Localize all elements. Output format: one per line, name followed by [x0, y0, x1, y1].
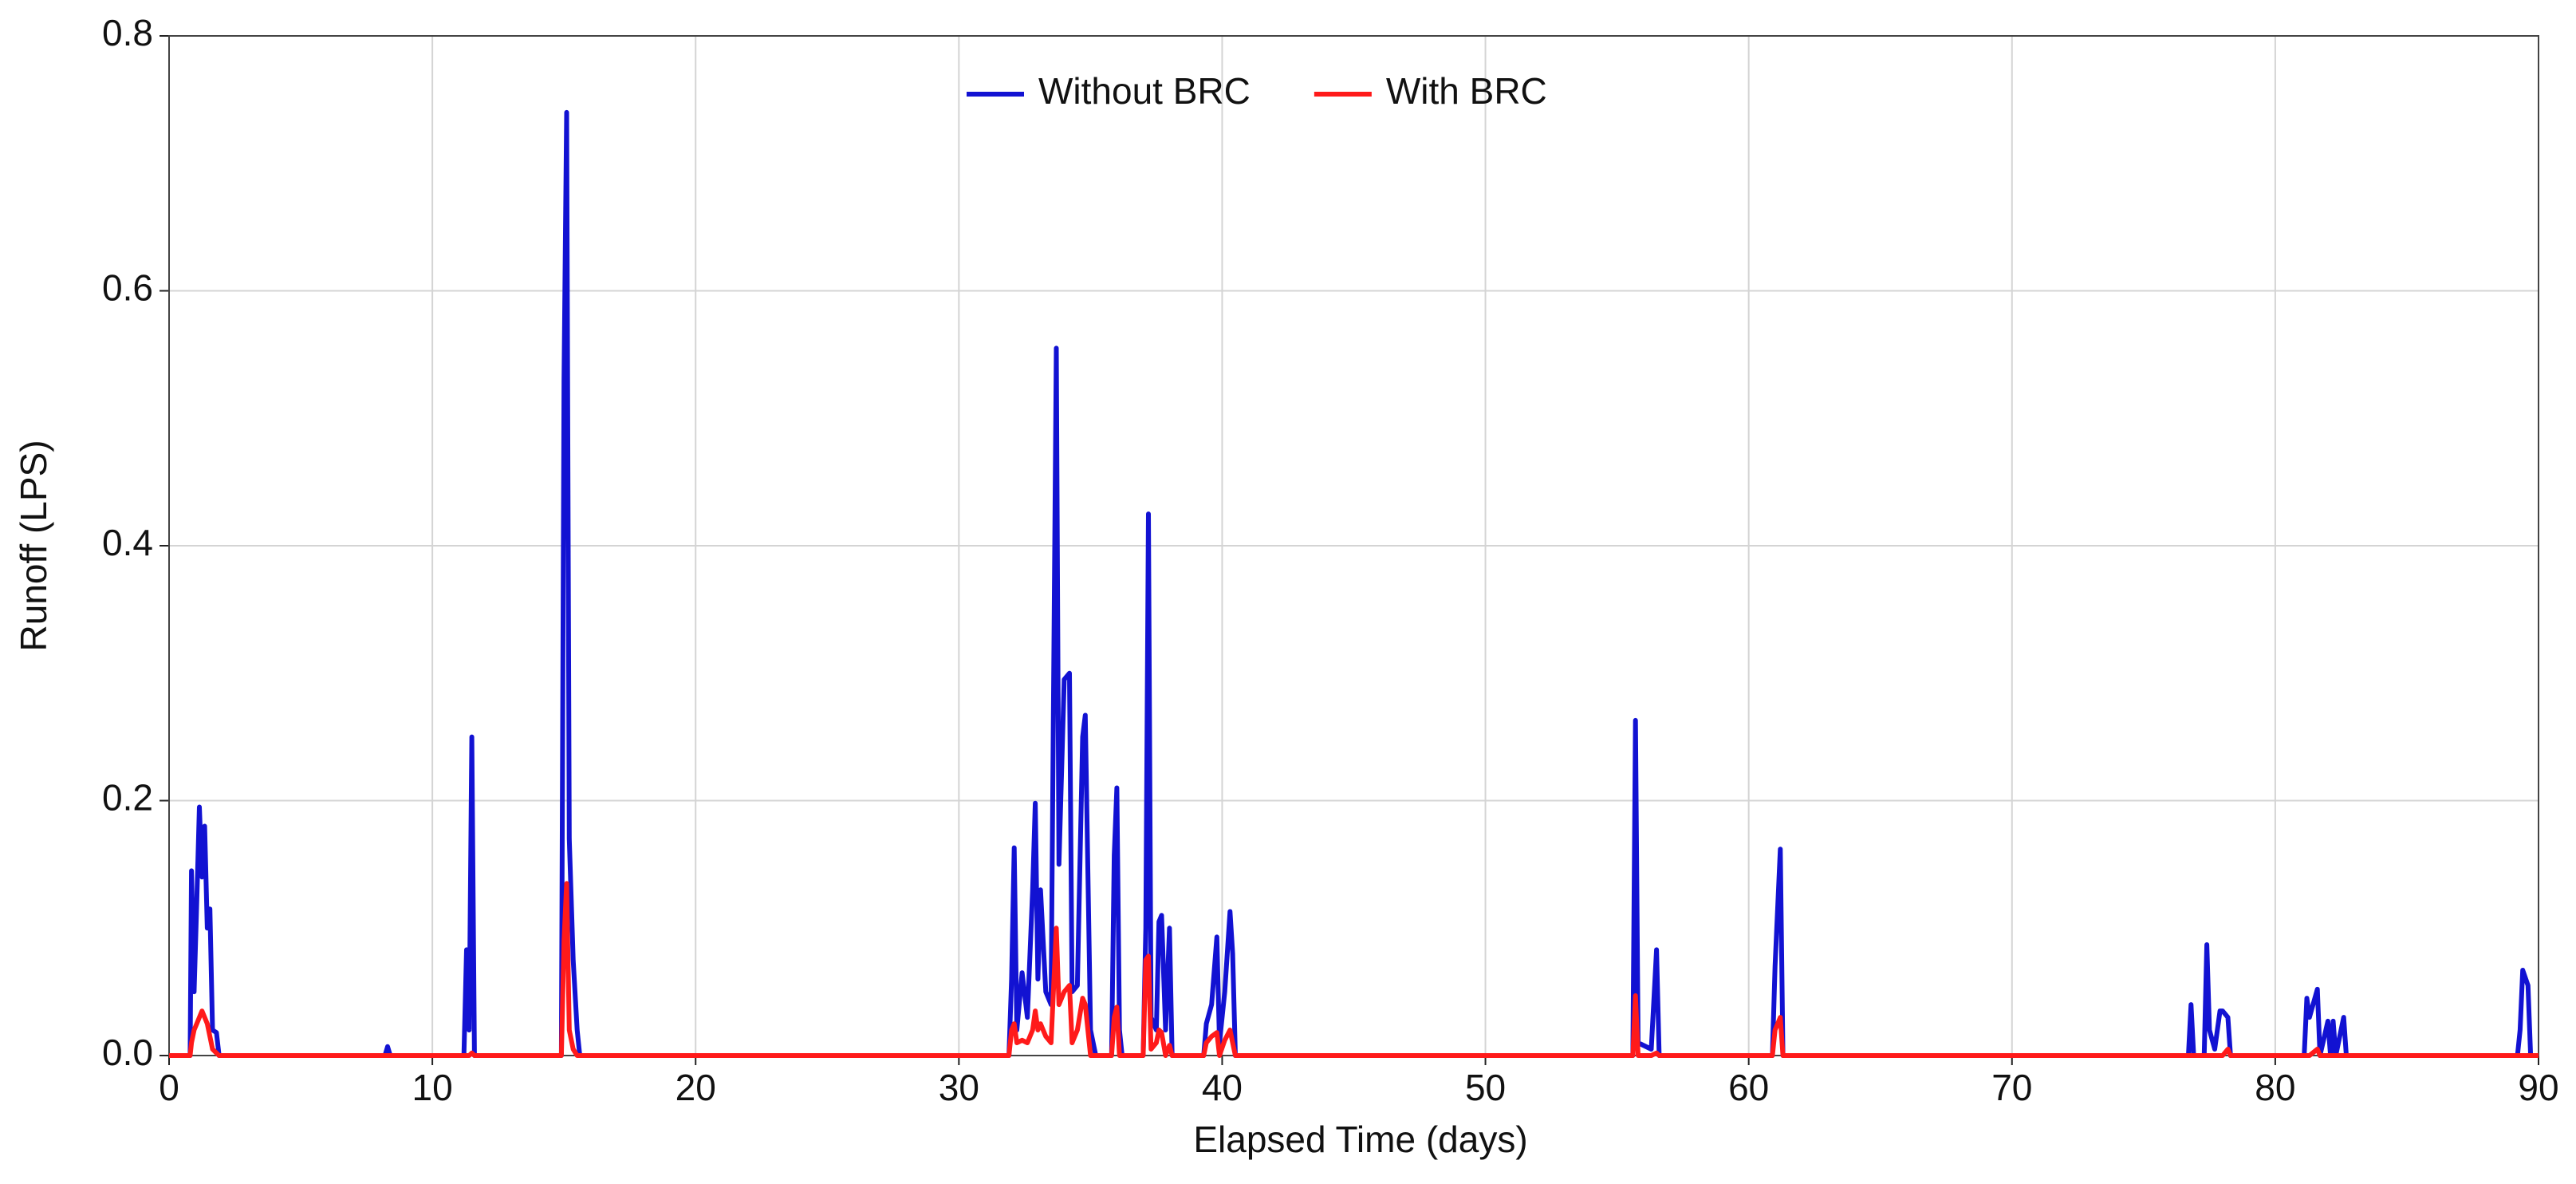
y-tick-label: 0.0: [102, 1032, 153, 1073]
y-tick-label: 0.4: [102, 522, 153, 563]
x-tick-label: 80: [2255, 1067, 2295, 1108]
x-tick-label: 60: [1728, 1067, 1769, 1108]
x-tick-label: 40: [1202, 1067, 1243, 1108]
x-tick-label: 20: [676, 1067, 716, 1108]
x-tick-label: 70: [1991, 1067, 2032, 1108]
legend-label: With BRC: [1386, 70, 1547, 112]
y-tick-label: 0.8: [102, 12, 153, 53]
x-tick-label: 50: [1465, 1067, 1506, 1108]
y-axis-label: Runoff (LPS): [13, 440, 54, 651]
x-tick-label: 30: [939, 1067, 979, 1108]
legend-label: Without BRC: [1038, 70, 1251, 112]
series-line: [169, 109, 2539, 1058]
series-line: [169, 881, 2539, 1058]
y-tick-label: 0.6: [102, 267, 153, 309]
x-axis-label: Elapsed Time (days): [1193, 1119, 1527, 1160]
x-tick-label: 10: [412, 1067, 453, 1108]
x-tick-label: 90: [2518, 1067, 2558, 1108]
y-tick-label: 0.2: [102, 777, 153, 819]
x-tick-label: 0: [159, 1067, 179, 1108]
